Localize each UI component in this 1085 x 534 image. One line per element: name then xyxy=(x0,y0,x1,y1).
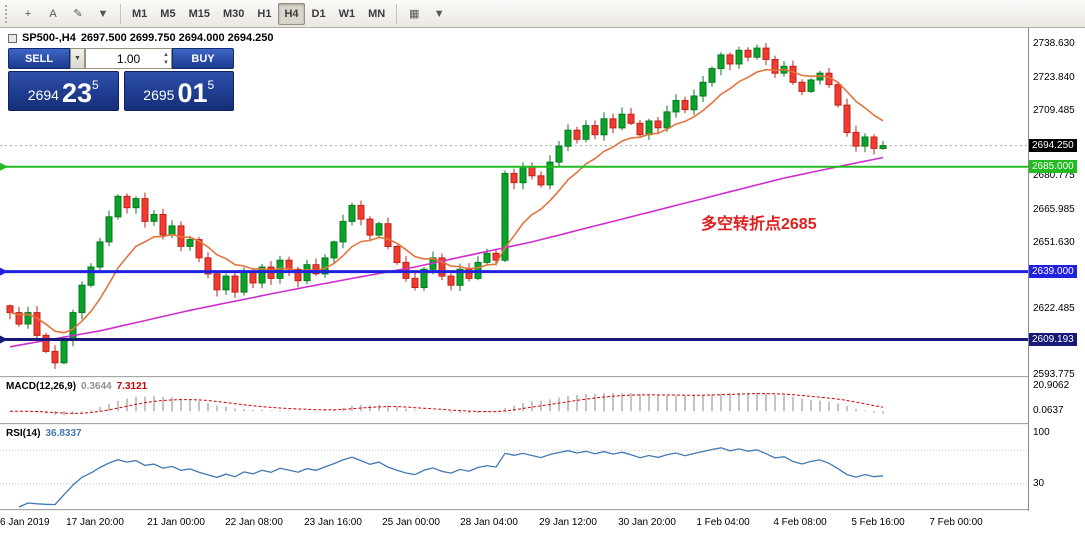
price-axis-label: 2593.775 xyxy=(1033,368,1075,380)
timeframe-button-m5[interactable]: M5 xyxy=(160,7,176,20)
macd-axis-label: 20.9062 xyxy=(1033,380,1070,392)
line-left-marker xyxy=(0,335,8,344)
time-axis-label: 29 Jan 12:00 xyxy=(539,517,597,528)
timeframe-button-m30[interactable]: M30 xyxy=(222,7,245,20)
macd-indicator-label: MACD(12,26,9) 0.3644 7.3121 xyxy=(6,381,148,392)
text-tool-button[interactable]: A xyxy=(49,7,57,20)
toolbar-more-dropdown[interactable]: ▼ xyxy=(433,7,445,20)
ohlc-values: 2697.500 2699.750 2694.000 2694.250 xyxy=(80,32,274,44)
timeframe-button-h4[interactable]: H4 xyxy=(278,2,305,25)
macd-signal-line xyxy=(9,393,884,414)
buy-button[interactable]: BUY xyxy=(172,48,234,69)
price-chart-canvas[interactable] xyxy=(0,28,1028,377)
time-axis-label: 23 Jan 16:00 xyxy=(304,517,362,528)
sell-price-main: 2694 xyxy=(27,87,59,103)
sell-price-sup: 5 xyxy=(92,78,99,92)
rsi-axis-label: 100 xyxy=(1033,427,1050,438)
one-click-trading-panel: SELL ▼ 1.00 ▲ ▼ BUY 2694 23 5 2695 01 5 xyxy=(8,48,234,111)
price-line-badge: 2609.193 xyxy=(1029,332,1077,346)
timeframe-button-w1[interactable]: W1 xyxy=(338,7,356,20)
time-axis-label: 1 Feb 04:00 xyxy=(696,517,750,528)
price-axis-label: 2622.485 xyxy=(1033,303,1075,315)
buy-price-sup: 5 xyxy=(207,78,215,92)
ma-fast-line xyxy=(9,68,884,334)
price-axis-label: 2723.840 xyxy=(1033,72,1075,84)
buy-price-button[interactable]: 2695 01 5 xyxy=(123,71,234,111)
time-axis-label: 5 Feb 16:00 xyxy=(851,517,905,528)
volume-spinner[interactable]: ▲ ▼ xyxy=(163,52,169,66)
macd-main-value: 0.3644 xyxy=(81,381,112,392)
rsi-indicator-label: RSI(14) 36.8337 xyxy=(6,428,82,439)
panel-separator xyxy=(0,509,1085,511)
rsi-value: 36.8337 xyxy=(45,428,82,439)
time-axis-label: 22 Jan 08:00 xyxy=(225,517,283,528)
price-line-badge: 2639.000 xyxy=(1029,264,1077,278)
time-axis[interactable]: 16 Jan 2019 17 Jan 20:00 21 Jan 00:00 22 Ja… xyxy=(0,511,1085,534)
draw-tool-button[interactable]: ✎ xyxy=(73,8,83,20)
line-left-marker xyxy=(0,267,8,276)
time-axis-label: 7 Feb 00:00 xyxy=(929,517,983,528)
timeframe-button-d1[interactable]: D1 xyxy=(311,7,326,20)
time-axis-label: 4 Feb 08:00 xyxy=(773,517,827,528)
panel-separator[interactable] xyxy=(0,376,1085,378)
toolbar-separator xyxy=(120,3,121,24)
buy-price-main: 2695 xyxy=(143,87,175,103)
volume-input[interactable]: 1.00 ▲ ▼ xyxy=(85,48,172,69)
rsi-axis-label: 30 xyxy=(1033,477,1045,489)
panel-separator[interactable] xyxy=(0,423,1085,425)
toolbar-grip[interactable] xyxy=(5,4,10,23)
buy-price-big: 01 xyxy=(177,78,208,108)
current-price-badge: 2694.250 xyxy=(1029,138,1077,152)
macd-axis-label: 0.0637 xyxy=(1033,405,1064,417)
time-axis-label: 21 Jan 00:00 xyxy=(147,517,205,528)
volume-value: 1.00 xyxy=(116,51,141,66)
sell-price-big: 23 xyxy=(61,78,92,108)
chart-workspace: SP500-,H4 2697.500 2699.750 2694.000 269… xyxy=(0,28,1085,534)
volume-dropdown-button[interactable]: ▼ xyxy=(70,48,85,69)
time-axis-label: 25 Jan 00:00 xyxy=(382,517,440,528)
symbol-timeframe-label: SP500-,H4 xyxy=(22,32,76,44)
macd-signal-value: 7.3121 xyxy=(116,381,148,392)
timeframe-button-h1[interactable]: H1 xyxy=(257,7,272,20)
macd-histogram xyxy=(18,392,884,416)
sell-button[interactable]: SELL xyxy=(8,48,70,69)
sell-price-button[interactable]: 2694 23 5 xyxy=(8,71,119,111)
timeframe-button-m15[interactable]: M15 xyxy=(188,7,210,20)
timeframe-button-mn[interactable]: MN xyxy=(368,7,386,20)
time-axis-label: 28 Jan 04:00 xyxy=(460,517,518,528)
time-axis-label: 17 Jan 20:00 xyxy=(66,517,124,528)
price-axis-label: 2680.775 xyxy=(1033,170,1075,182)
price-line-badge: 2685.000 xyxy=(1029,159,1077,173)
price-axis-label: 2738.630 xyxy=(1033,38,1075,50)
price-axis-label: 2665.985 xyxy=(1033,204,1075,215)
macd-indicator-canvas[interactable] xyxy=(0,378,1028,423)
chart-window-icon xyxy=(8,33,17,43)
line-left-marker xyxy=(0,162,8,171)
price-axis-label: 2651.630 xyxy=(1033,236,1075,248)
rsi-indicator-canvas[interactable] xyxy=(0,425,1028,509)
annotation-text[interactable]: 多空转折点2685 xyxy=(701,216,817,233)
time-axis-label: 16 Jan 2019 xyxy=(0,517,50,528)
price-axis-label: 2709.485 xyxy=(1033,104,1075,116)
crosshair-tool-button[interactable]: + xyxy=(24,7,32,20)
toolbar: + A ✎ ▼ M1 M5 M15 M30 H1 H4 D1 W1 MN ▦ ▼ xyxy=(0,0,1085,28)
draw-tool-dropdown[interactable]: ▼ xyxy=(97,7,109,20)
tile-windows-button[interactable]: ▦ xyxy=(408,8,420,20)
ma-slow-line xyxy=(9,156,884,348)
time-axis-label: 30 Jan 20:00 xyxy=(618,517,676,528)
toolbar-separator xyxy=(396,3,398,24)
price-axis[interactable]: 2738.630 2723.840 2709.485 2680.775 2665.985… xyxy=(1028,28,1085,511)
rsi-line xyxy=(18,447,884,508)
timeframe-button-m1[interactable]: M1 xyxy=(132,7,148,20)
chart-title: SP500-,H4 2697.500 2699.750 2694.000 269… xyxy=(8,32,274,44)
